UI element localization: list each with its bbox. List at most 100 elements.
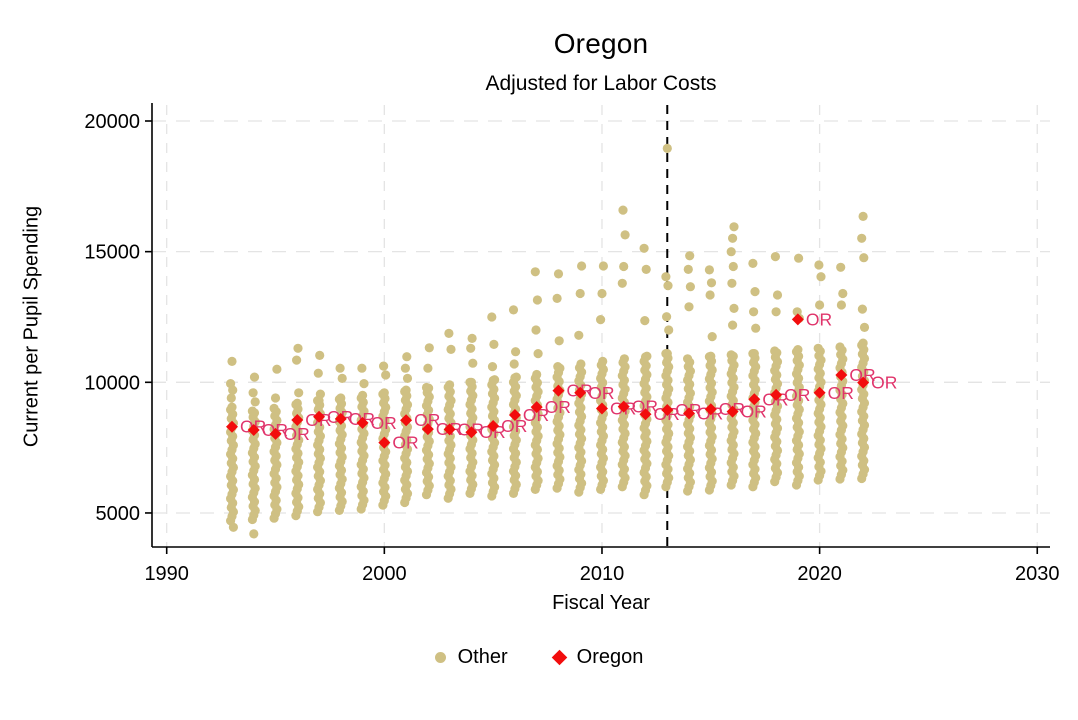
other-point bbox=[487, 312, 497, 322]
other-point bbox=[466, 377, 476, 387]
other-point bbox=[814, 260, 824, 270]
other-point bbox=[707, 332, 717, 342]
oregon-point bbox=[334, 412, 347, 425]
other-point bbox=[815, 300, 825, 310]
oregon-point bbox=[269, 427, 282, 440]
other-point bbox=[532, 295, 543, 305]
other-point bbox=[750, 287, 760, 297]
other-point bbox=[813, 343, 823, 353]
oregon-point bbox=[813, 386, 826, 399]
other-point bbox=[661, 272, 671, 282]
oregon-point bbox=[378, 436, 391, 449]
other-point bbox=[421, 382, 432, 393]
oregon-point-label: OR bbox=[501, 416, 527, 436]
other-point bbox=[228, 522, 238, 532]
other-point bbox=[617, 278, 627, 288]
y-tick-label: 15000 bbox=[84, 242, 140, 264]
oregon-point bbox=[595, 402, 608, 415]
other-point bbox=[816, 272, 826, 282]
other-marker-icon bbox=[434, 652, 446, 663]
other-point bbox=[618, 205, 628, 215]
other-point bbox=[292, 398, 302, 408]
oregon-point bbox=[400, 414, 413, 427]
other-point bbox=[728, 233, 738, 243]
oregon-point-label: OR bbox=[371, 413, 397, 433]
other-point bbox=[467, 333, 477, 343]
other-point bbox=[533, 349, 543, 359]
other-point bbox=[619, 354, 630, 364]
y-tick-label: 20000 bbox=[84, 111, 140, 133]
oregon-point bbox=[726, 405, 739, 418]
x-tick-label: 1990 bbox=[144, 563, 189, 585]
other-point bbox=[794, 253, 804, 263]
other-point bbox=[642, 351, 652, 361]
other-point bbox=[423, 363, 433, 373]
other-point bbox=[836, 262, 846, 272]
other-point bbox=[641, 264, 651, 274]
other-point bbox=[598, 356, 608, 366]
other-point bbox=[315, 350, 325, 360]
other-point bbox=[445, 380, 455, 390]
other-point bbox=[466, 343, 476, 353]
x-tick-label: 2010 bbox=[580, 563, 625, 585]
oregon-point-label: OR bbox=[806, 309, 832, 329]
other-point bbox=[749, 349, 759, 359]
other-point bbox=[664, 325, 674, 335]
other-point bbox=[250, 397, 260, 407]
other-point bbox=[859, 253, 869, 263]
other-point bbox=[597, 288, 607, 299]
other-point bbox=[553, 269, 564, 279]
oregon-point-label: OR bbox=[849, 365, 875, 385]
other-point bbox=[313, 368, 323, 378]
oregon-point-label: OR bbox=[545, 397, 571, 417]
oregon-point bbox=[857, 376, 870, 389]
other-point bbox=[357, 363, 367, 373]
other-point bbox=[726, 350, 736, 360]
other-point bbox=[639, 243, 649, 253]
other-point bbox=[509, 359, 519, 369]
other-point bbox=[663, 281, 673, 291]
other-point bbox=[729, 222, 739, 232]
other-point bbox=[662, 143, 672, 153]
y-tick-label: 5000 bbox=[96, 503, 141, 525]
other-point bbox=[706, 278, 717, 288]
other-point bbox=[728, 320, 738, 330]
legend-item-other: Other bbox=[434, 646, 508, 669]
oregon-point bbox=[683, 407, 696, 420]
oregon-point bbox=[552, 384, 565, 397]
oregon-point bbox=[617, 400, 630, 413]
other-point bbox=[337, 373, 347, 383]
oregon-point-label: OR bbox=[284, 424, 310, 444]
other-point bbox=[446, 344, 456, 354]
other-point bbox=[379, 361, 389, 371]
scatter-plot: OROROROROROROROROROROROROROROROROROROROR… bbox=[84, 103, 1060, 585]
other-point bbox=[554, 336, 564, 346]
y-tick-label: 10000 bbox=[84, 372, 140, 394]
oregon-point bbox=[835, 368, 848, 381]
oregon-point bbox=[465, 426, 478, 439]
other-point bbox=[508, 305, 519, 315]
other-point bbox=[662, 312, 672, 322]
other-point bbox=[402, 352, 412, 362]
other-point bbox=[598, 261, 609, 271]
other-point bbox=[335, 363, 345, 373]
oregon-point bbox=[770, 388, 783, 401]
oregon-point bbox=[574, 386, 587, 399]
other-point bbox=[227, 402, 237, 412]
other-point bbox=[751, 323, 761, 333]
other-point bbox=[532, 369, 542, 380]
other-point bbox=[226, 393, 236, 403]
other-point bbox=[487, 362, 498, 372]
other-point bbox=[728, 261, 738, 272]
other-point bbox=[640, 316, 650, 326]
x-tick-label: 2000 bbox=[362, 563, 407, 585]
oregon-point-label: OR bbox=[479, 422, 505, 442]
other-point bbox=[838, 288, 848, 299]
oregon-point-label: OR bbox=[588, 383, 614, 403]
other-point bbox=[748, 258, 758, 268]
oregon-point bbox=[508, 408, 521, 421]
other-point bbox=[272, 364, 282, 374]
other-point bbox=[685, 282, 696, 292]
x-tick-label: 2020 bbox=[797, 563, 842, 585]
other-point bbox=[270, 393, 281, 403]
